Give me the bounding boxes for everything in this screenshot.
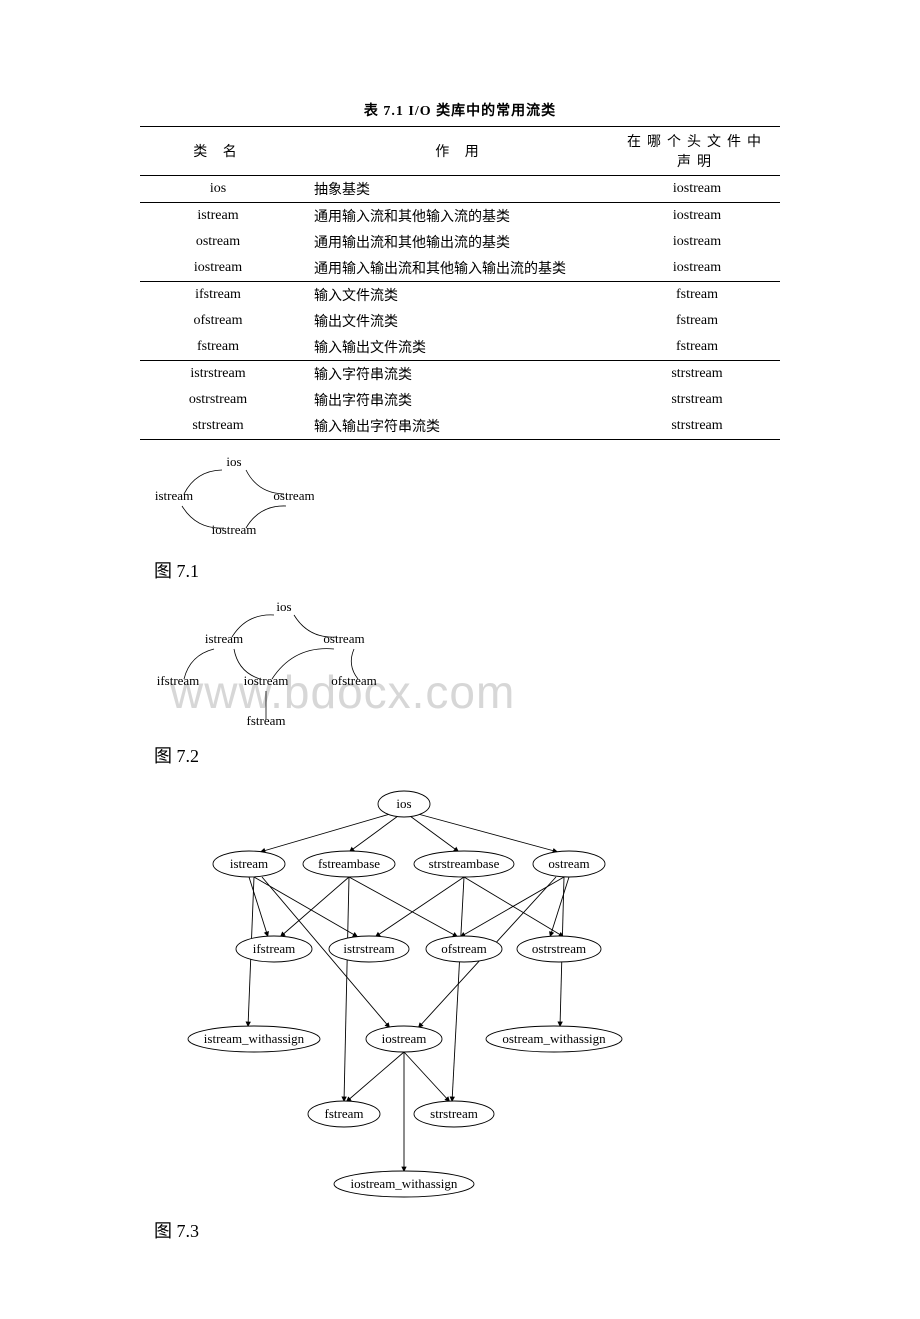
svg-text:ostream: ostream: [548, 856, 589, 871]
svg-text:ostream: ostream: [273, 488, 314, 503]
table-row: ostream通用输出流和其他输出流的基类iostream: [140, 229, 780, 255]
io-class-table: 类 名作 用在哪个头文件中声明 ios抽象基类iostreamistream通用…: [140, 126, 780, 440]
svg-text:fstream: fstream: [325, 1106, 364, 1121]
table-cell: 输入输出字符串流类: [296, 413, 614, 440]
table-cell: 通用输入输出流和其他输入输出流的基类: [296, 255, 614, 282]
svg-text:ifstream: ifstream: [253, 941, 296, 956]
table-cell: 输出文件流类: [296, 308, 614, 334]
svg-text:ostream_withassign: ostream_withassign: [502, 1031, 606, 1046]
svg-text:iostream: iostream: [382, 1031, 427, 1046]
table-row: fstream输入输出文件流类fstream: [140, 334, 780, 361]
svg-text:fstreambase: fstreambase: [318, 856, 380, 871]
table-cell: fstream: [614, 334, 780, 361]
svg-text:ofstream: ofstream: [441, 941, 486, 956]
table-cell: strstream: [614, 413, 780, 440]
table-cell: iostream: [614, 229, 780, 255]
svg-text:istrstream: istrstream: [343, 941, 394, 956]
table-cell: ios: [140, 176, 296, 203]
svg-text:strstream: strstream: [430, 1106, 478, 1121]
table-cell: strstream: [614, 387, 780, 413]
svg-text:istream_withassign: istream_withassign: [204, 1031, 305, 1046]
svg-text:strstreambase: strstreambase: [429, 856, 500, 871]
table-cell: ostrstream: [140, 387, 296, 413]
table-cell: istrstream: [140, 361, 296, 388]
svg-text:istream: istream: [205, 631, 243, 646]
table-title: 表 7.1 I/O 类库中的常用流类: [140, 100, 780, 120]
table-row: istrstream输入字符串流类strstream: [140, 361, 780, 388]
table-cell: 输入文件流类: [296, 282, 614, 309]
table-cell: istream: [140, 203, 296, 230]
table-row: strstream输入输出字符串流类strstream: [140, 413, 780, 440]
table-cell: 通用输出流和其他输出流的基类: [296, 229, 614, 255]
table-cell: 输入字符串流类: [296, 361, 614, 388]
table-cell: ofstream: [140, 308, 296, 334]
table-cell: strstream: [140, 413, 296, 440]
svg-text:istream: istream: [230, 856, 268, 871]
table-cell: ifstream: [140, 282, 296, 309]
svg-text:ofstream: ofstream: [331, 673, 376, 688]
svg-text:iostream_withassign: iostream_withassign: [351, 1176, 458, 1191]
svg-text:ostrstream: ostrstream: [532, 941, 586, 956]
svg-text:ostream: ostream: [323, 631, 364, 646]
table-cell: 输入输出文件流类: [296, 334, 614, 361]
caption-7-2: 图 7.2: [154, 742, 780, 768]
table-header: 在哪个头文件中声明: [614, 127, 780, 176]
table-cell: iostream: [614, 176, 780, 203]
figure-7-1: ios istream ostream iostream: [154, 454, 780, 549]
table-header: 作 用: [296, 127, 614, 176]
table-row: ios抽象基类iostream: [140, 176, 780, 203]
table-row: istream通用输入流和其他输入流的基类iostream: [140, 203, 780, 230]
table-cell: fstream: [614, 282, 780, 309]
table-cell: iostream: [140, 255, 296, 282]
table-row: ofstream输出文件流类fstream: [140, 308, 780, 334]
table-cell: 通用输入流和其他输入流的基类: [296, 203, 614, 230]
table-cell: fstream: [614, 308, 780, 334]
svg-text:fstream: fstream: [247, 713, 286, 728]
table-row: ifstream输入文件流类fstream: [140, 282, 780, 309]
caption-7-3: 图 7.3: [154, 1217, 780, 1243]
svg-text:ifstream: ifstream: [157, 673, 200, 688]
table-cell: strstream: [614, 361, 780, 388]
table-cell: iostream: [614, 203, 780, 230]
svg-text:istream: istream: [155, 488, 193, 503]
caption-7-1: 图 7.1: [154, 557, 780, 583]
table-cell: 抽象基类: [296, 176, 614, 203]
table-row: ostrstream输出字符串流类strstream: [140, 387, 780, 413]
svg-text:ios: ios: [276, 599, 291, 614]
table-cell: iostream: [614, 255, 780, 282]
figure-7-3: ios istream fstreambase strstreambase ostrea…: [154, 784, 780, 1209]
svg-text:ios: ios: [396, 796, 411, 811]
table-header: 类 名: [140, 127, 296, 176]
figure-7-2: ios istream ostream ifstream iostream ofstrea…: [154, 599, 780, 734]
table-cell: 输出字符串流类: [296, 387, 614, 413]
table-row: iostream通用输入输出流和其他输入输出流的基类iostream: [140, 255, 780, 282]
svg-text:ios: ios: [226, 454, 241, 469]
svg-text:iostream: iostream: [244, 673, 289, 688]
table-cell: ostream: [140, 229, 296, 255]
table-cell: fstream: [140, 334, 296, 361]
svg-text:iostream: iostream: [212, 522, 257, 537]
